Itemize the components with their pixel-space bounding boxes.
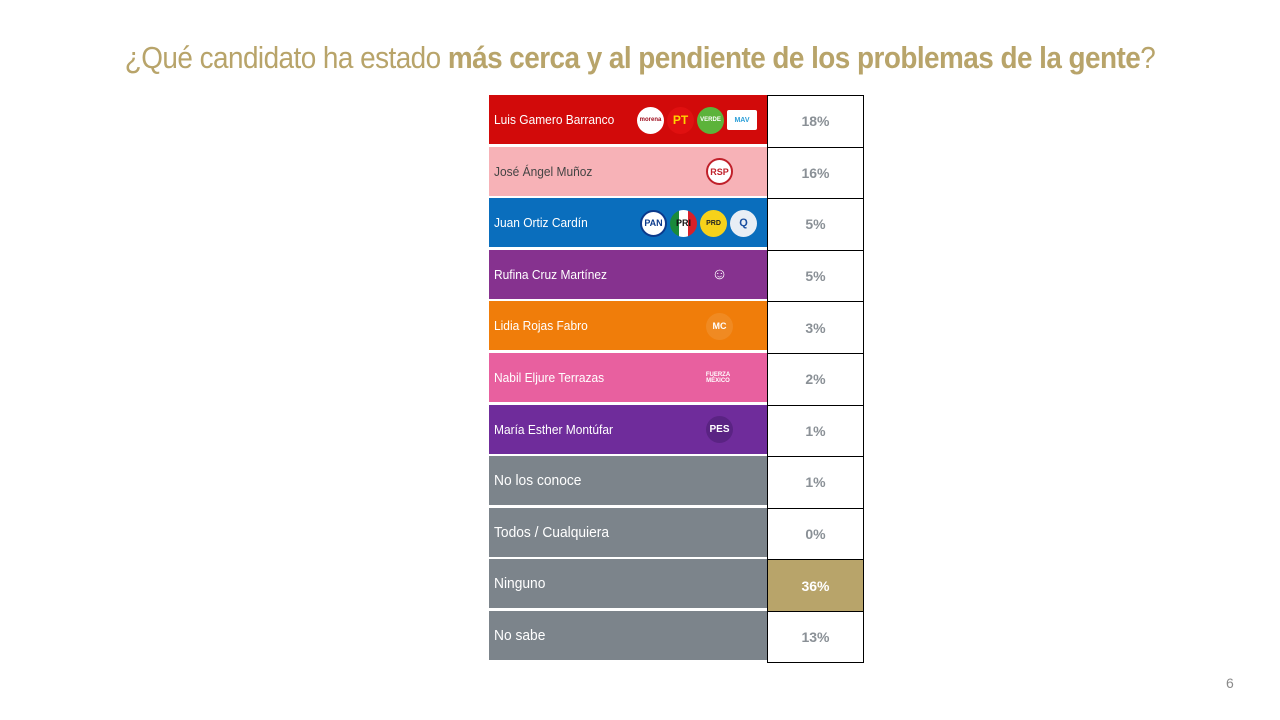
row-label: Ninguno (494, 575, 546, 593)
title-prefix: ¿Qué candidato ha estado (124, 40, 448, 75)
row-label-cell: No los conoce (489, 456, 767, 507)
title-suffix: ? (1140, 40, 1156, 75)
slide-title: ¿Qué candidato ha estado más cerca y al … (64, 40, 1216, 76)
party-logo-verde-icon: VERDE (697, 106, 724, 134)
page-number: 6 (1226, 675, 1234, 691)
row-label-cell: María Esther Montúfar PES (489, 404, 767, 455)
row-label: Nabil Eljure Terrazas (494, 369, 605, 385)
row-label-cell: Lidia Rojas Fabro MC (489, 301, 767, 352)
party-logo-candidatura-independiente-icon: ☺ (706, 261, 733, 289)
row-value: 16% (767, 146, 864, 199)
row-label: Rufina Cruz Martínez (494, 266, 608, 282)
row-label-cell: Ninguno (489, 559, 767, 610)
table-row: José Ángel Muñoz RSP 16% (489, 146, 865, 199)
row-label-cell: Juan Ortiz Cardín PAN PRI PRD Q (489, 198, 767, 249)
party-logo-pri-icon: PRI (670, 209, 697, 237)
party-logo-pes-icon: PES (706, 416, 733, 444)
table-row: Todos / Cualquiera 0% (489, 507, 865, 560)
row-value: 5% (767, 249, 864, 302)
party-logo-pt-icon: PT (667, 106, 694, 134)
party-logo-rsp-icon: RSP (706, 158, 733, 186)
party-logos: PAN PRI PRD Q (640, 198, 757, 248)
row-label-cell: Todos / Cualquiera (489, 507, 767, 558)
table-row: Rufina Cruz Martínez ☺ 5% (489, 249, 865, 302)
row-value: 36% (767, 559, 864, 611)
table-row: No los conoce 1% (489, 456, 865, 508)
table-row: Nabil Eljure Terrazas FUERZA MÉXICO 2% (489, 352, 865, 405)
row-value: 18% (767, 95, 864, 147)
row-value: 13% (767, 610, 864, 663)
row-value: 3% (767, 301, 864, 353)
row-label: Luis Gamero Barranco (494, 112, 615, 127)
party-logos: morena PT VERDE MAV (637, 95, 757, 145)
party-logo-morena-icon: morena (637, 106, 664, 134)
row-value: 5% (767, 198, 864, 250)
row-label: Juan Ortiz Cardín (494, 215, 588, 231)
row-label-cell: Nabil Eljure Terrazas FUERZA MÉXICO (489, 352, 767, 403)
table-row: María Esther Montúfar PES 1% (489, 404, 865, 457)
party-logo-fuerza-m-xico-icon: FUERZA MÉXICO (705, 371, 731, 384)
row-value: 1% (767, 456, 864, 508)
party-logos: RSP (706, 147, 733, 197)
row-label: No sabe (494, 626, 546, 644)
party-logo-pan-icon: PAN (640, 209, 667, 237)
row-value: 0% (767, 507, 864, 560)
party-logos: PES (706, 405, 733, 455)
table-row: Luis Gamero Barranco morena PT VERDE MAV 18% (489, 95, 865, 147)
party-logos: ☺ (706, 250, 733, 300)
table-row: Ninguno 36% (489, 559, 865, 611)
table-row: Lidia Rojas Fabro MC 3% (489, 301, 865, 353)
results-table: Luis Gamero Barranco morena PT VERDE MAV 18% J… (489, 95, 865, 663)
row-label-cell: No sabe (489, 610, 767, 661)
row-label: Todos / Cualquiera (494, 523, 610, 541)
party-logo-confianza-icon: Q (730, 209, 757, 237)
row-label: Lidia Rojas Fabro (494, 318, 588, 334)
title-bold: más cerca y al pendiente de los problema… (447, 40, 1141, 75)
row-label-cell: Rufina Cruz Martínez ☺ (489, 249, 767, 300)
party-logo-mav-icon: MAV (727, 110, 757, 130)
party-logos: FUERZA MÉXICO (703, 353, 733, 403)
table-row: No sabe 13% (489, 610, 865, 663)
party-logo-prd-icon: PRD (700, 209, 727, 237)
row-label-cell: Luis Gamero Barranco morena PT VERDE MAV (489, 95, 767, 145)
table-row: Juan Ortiz Cardín PAN PRI PRD Q 5% (489, 198, 865, 250)
row-label-cell: José Ángel Muñoz RSP (489, 146, 767, 197)
row-label: No los conoce (494, 472, 582, 490)
party-logos: MC (706, 301, 733, 351)
row-label: María Esther Montúfar (494, 421, 613, 437)
party-logo-movimiento-ciudadano-icon: MC (706, 312, 733, 340)
row-label: José Ángel Muñoz (494, 163, 593, 179)
row-value: 2% (767, 352, 864, 405)
row-value: 1% (767, 404, 864, 457)
